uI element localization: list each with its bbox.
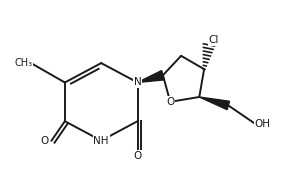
Polygon shape bbox=[199, 97, 230, 110]
Polygon shape bbox=[138, 71, 164, 82]
Text: O: O bbox=[166, 97, 174, 107]
Text: OH: OH bbox=[254, 119, 270, 129]
Text: Cl: Cl bbox=[208, 35, 218, 45]
Text: CH₃: CH₃ bbox=[14, 58, 32, 68]
Text: O: O bbox=[41, 136, 49, 146]
Text: NH: NH bbox=[93, 136, 109, 146]
Text: N: N bbox=[134, 77, 141, 87]
Text: O: O bbox=[133, 151, 142, 161]
